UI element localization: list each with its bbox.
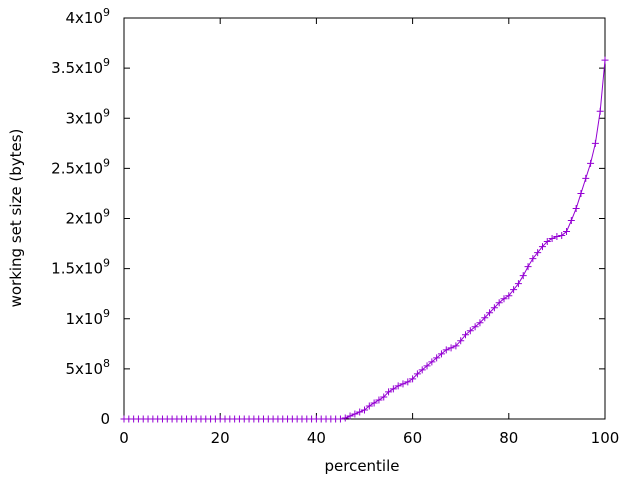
point-marker <box>596 107 604 115</box>
y-tick-label-base: 3.5x10 <box>51 59 103 77</box>
x-axis-title: percentile <box>324 457 399 475</box>
point-marker <box>466 327 474 335</box>
point-marker <box>538 243 546 251</box>
point-marker <box>486 309 494 317</box>
y-tick-label-base: 1.5x10 <box>51 260 103 278</box>
point-marker <box>558 232 566 240</box>
point-marker <box>543 238 551 246</box>
x-tick-label: 0 <box>119 429 129 447</box>
y-tick-label: 3x109 <box>65 106 110 127</box>
point-marker <box>490 304 498 312</box>
y-tick-label-exponent: 9 <box>103 106 110 119</box>
point-marker <box>385 388 393 396</box>
y-tick-label-exponent: 9 <box>103 56 110 69</box>
point-marker <box>567 217 575 225</box>
point-marker <box>389 385 397 393</box>
point-marker <box>346 412 354 420</box>
x-tick-label: 20 <box>211 429 230 447</box>
point-marker <box>587 159 595 167</box>
point-marker <box>582 174 590 182</box>
point-marker <box>341 414 349 422</box>
point-marker <box>365 402 373 410</box>
y-axis-title: working set size (bytes) <box>7 129 25 308</box>
point-marker <box>529 255 537 263</box>
point-marker <box>336 415 344 423</box>
point-marker <box>471 323 479 331</box>
y-tick-label-exponent: 9 <box>103 207 110 220</box>
point-marker <box>553 233 561 241</box>
point-marker <box>418 366 426 374</box>
point-marker <box>409 375 417 383</box>
point-marker <box>437 350 445 358</box>
point-marker <box>476 319 484 327</box>
point-marker <box>548 235 556 243</box>
point-marker <box>495 299 503 307</box>
y-tick-label-base: 3x10 <box>65 109 103 127</box>
x-tick-label: 40 <box>307 429 326 447</box>
y-tick-label-exponent: 9 <box>103 6 110 19</box>
y-tick-label: 0 <box>100 410 110 428</box>
point-marker <box>601 56 609 64</box>
point-marker <box>404 378 412 386</box>
point-marker <box>519 272 527 280</box>
point-marker <box>591 139 599 147</box>
point-marker <box>577 189 585 197</box>
y-tick-label: 1.5x109 <box>51 257 110 278</box>
point-marker <box>572 204 580 212</box>
y-tick-label: 2.5x109 <box>51 156 110 177</box>
point-marker <box>370 399 378 407</box>
series-line <box>124 60 606 420</box>
x-tick-label: 60 <box>403 429 422 447</box>
point-marker <box>361 406 368 414</box>
y-tick-label-exponent: 9 <box>103 307 110 320</box>
point-marker <box>356 408 364 416</box>
point-marker <box>423 362 431 370</box>
point-marker <box>563 228 571 236</box>
point-marker <box>457 337 465 345</box>
plot-frame <box>123 17 606 420</box>
y-tick-label: 4x109 <box>65 6 110 27</box>
y-tick-label: 5x108 <box>65 357 110 378</box>
point-marker <box>375 396 383 404</box>
y-tick-label-exponent: 9 <box>103 156 110 169</box>
point-marker <box>524 263 532 271</box>
point-marker <box>399 380 407 388</box>
y-tick-label-exponent: 9 <box>103 257 110 270</box>
x-tick-label: 80 <box>499 429 518 447</box>
y-tick-label: 3.5x109 <box>51 56 110 77</box>
point-marker <box>534 249 542 257</box>
point-marker <box>500 295 508 303</box>
point-marker <box>351 410 359 418</box>
y-tick-label: 1x109 <box>65 307 110 328</box>
y-tick-label-base: 2.5x10 <box>51 159 103 177</box>
point-marker <box>481 314 489 322</box>
point-marker <box>447 344 455 352</box>
point-marker <box>505 292 513 300</box>
point-marker <box>380 393 388 401</box>
point-marker <box>510 286 518 294</box>
point-marker <box>394 382 402 390</box>
y-tick-label: 2x109 <box>65 207 110 228</box>
point-marker <box>442 346 450 354</box>
y-tick-label-base: 1x10 <box>65 310 103 328</box>
point-marker <box>514 280 522 288</box>
y-tick-label-base: 4x10 <box>65 9 103 27</box>
y-tick-label-exponent: 8 <box>103 357 110 370</box>
y-tick-label-base: 2x10 <box>65 210 103 228</box>
point-marker <box>428 358 436 366</box>
point-marker <box>433 354 441 362</box>
point-marker <box>413 370 421 378</box>
y-tick-label-base: 5x10 <box>65 360 103 378</box>
point-marker <box>462 331 470 339</box>
x-tick-label: 100 <box>591 429 620 447</box>
point-marker <box>452 342 460 350</box>
